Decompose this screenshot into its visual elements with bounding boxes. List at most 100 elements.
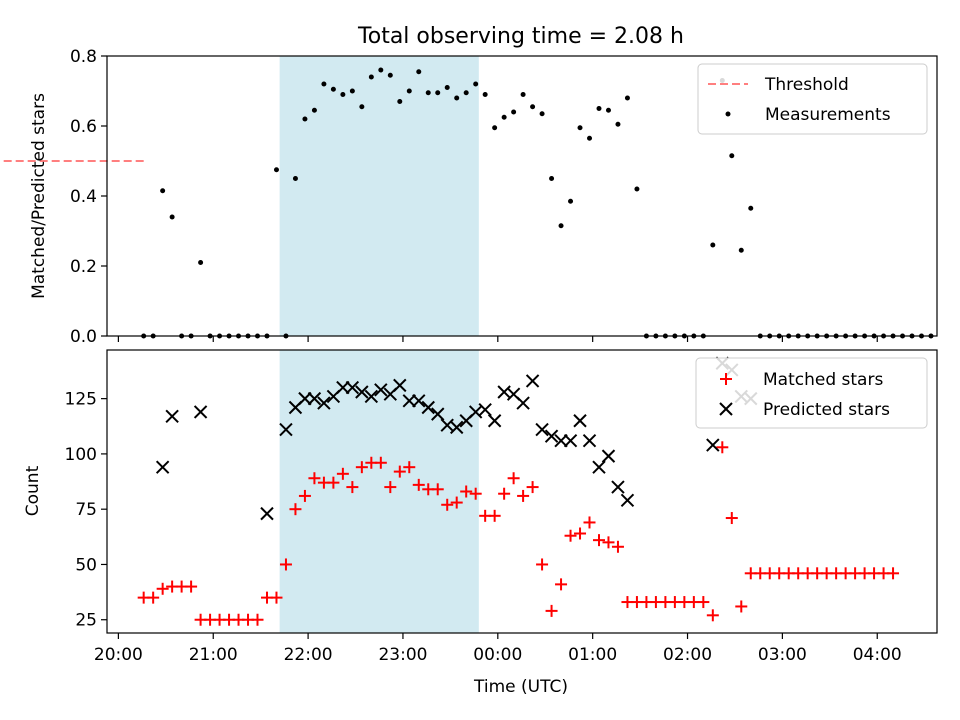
figure-title: Total observing time = 2.08 h <box>357 24 684 49</box>
measurement-point <box>748 205 754 211</box>
predicted-star-point <box>478 402 492 417</box>
measurement-point <box>463 90 469 96</box>
predicted-star-point <box>563 433 578 448</box>
top-panel: 0.00.20.40.60.8 Matched/Predicted stars … <box>0 47 938 347</box>
predicted-star-point <box>611 480 625 494</box>
measurement-point <box>160 188 166 194</box>
measurement-point <box>454 95 460 101</box>
measurement-point <box>368 74 374 80</box>
y-tick-label: 75 <box>75 500 97 520</box>
measurement-point <box>321 81 327 87</box>
matched-star-point <box>697 596 710 609</box>
predicted-star-point <box>155 460 170 474</box>
measurement-point <box>473 81 479 87</box>
predicted-star-point <box>355 385 369 399</box>
predicted-star-point <box>516 396 530 410</box>
y-tick-label: 0.0 <box>70 327 97 347</box>
matched-star-point <box>592 534 605 547</box>
matched-star-point <box>583 516 596 529</box>
top-x-ticks <box>117 336 878 342</box>
y-tick-label: 0.2 <box>70 257 97 277</box>
bottom-legend-box <box>695 357 928 429</box>
measurement-point <box>605 107 611 113</box>
predicted-star-point <box>620 493 635 508</box>
bottom-y-axis-label: Count <box>23 465 43 516</box>
measurement-point <box>425 90 431 96</box>
x-tick-label: 02:00 <box>663 645 712 665</box>
measurement-point <box>615 121 621 127</box>
matched-star-point <box>327 476 340 489</box>
matched-star-point <box>564 529 577 542</box>
predicted-star-point <box>525 374 540 388</box>
measurement-point <box>359 104 365 110</box>
measurement-point <box>330 86 336 92</box>
x-tick-label: 23:00 <box>378 645 427 665</box>
matched-star-point <box>251 613 264 626</box>
measurement-point <box>169 214 175 220</box>
measurement-point <box>416 69 422 75</box>
matched-star-point <box>374 456 387 469</box>
predicted-star-point <box>554 433 568 448</box>
x-tick-label: 20:00 <box>94 645 143 665</box>
matched-star-point <box>887 567 900 580</box>
predicted-star-point <box>165 409 179 424</box>
x-tick-label: 04:00 <box>853 645 902 665</box>
predicted-star-point <box>393 378 407 393</box>
matched-star-point <box>450 496 463 509</box>
measurement-point <box>511 109 517 115</box>
shaded-span-rect <box>279 56 479 336</box>
matched-star-point <box>346 481 359 494</box>
matched-star-point <box>706 609 719 622</box>
predicted-star-point <box>421 400 435 415</box>
measurement-point <box>198 260 204 265</box>
y-tick-label: 25 <box>75 611 97 631</box>
matched-star-point <box>716 441 729 454</box>
matched-star-point <box>308 472 321 485</box>
matched-star-point <box>611 540 624 553</box>
legend-matched-swatch <box>720 373 732 385</box>
predicted-star-point <box>298 391 312 406</box>
matched-star-point <box>545 604 558 617</box>
predicted-star-point <box>449 420 464 435</box>
measurement-point <box>492 125 498 131</box>
matched-star-point <box>336 467 349 480</box>
predicted-star-point <box>431 407 445 421</box>
x-tick-label: 21:00 <box>189 645 238 665</box>
legend-predicted-label: Predicted stars <box>763 400 890 420</box>
predicted-star-point <box>374 383 388 397</box>
bottom-panel: 25 50 75 100 125 20:00 21:00 22:00 23:00 00:00 01… <box>23 349 938 697</box>
matched-star-point <box>185 580 198 593</box>
bottom-x-axis-label: Time (UTC) <box>473 677 568 697</box>
predicted-star-point <box>487 414 502 428</box>
matched-star-point <box>526 481 539 494</box>
matched-star-point <box>289 503 302 516</box>
legend-measurements-swatch <box>725 111 731 117</box>
measurement-point <box>520 92 526 97</box>
predicted-star-point <box>279 422 293 437</box>
bottom-y-axis: 25 50 75 100 125 <box>65 390 107 631</box>
x-tick-label: 01:00 <box>568 645 617 665</box>
predicted-star-point <box>592 460 606 474</box>
matched-star-point <box>536 558 549 571</box>
x-tick-label: 00:00 <box>473 645 522 665</box>
matched-star-point <box>460 485 473 498</box>
measurement-point <box>558 223 564 229</box>
x-tick-label: 22:00 <box>284 645 333 665</box>
measurement-point <box>587 135 593 141</box>
measurement-point <box>482 92 488 97</box>
measurement-point <box>624 95 630 101</box>
predicted-star-point <box>317 396 331 410</box>
matched-star-point <box>431 483 444 496</box>
predicted-star-point <box>412 394 426 408</box>
matched-star-point <box>403 461 416 474</box>
measurement-point <box>349 88 355 94</box>
measurement-point <box>634 186 640 192</box>
bottom-legend: Matched stars Predicted stars <box>695 357 928 429</box>
legend-matched-label: Matched stars <box>763 370 883 390</box>
predicted-star-point <box>582 433 597 448</box>
matched-star-point <box>270 591 283 604</box>
bottom-panel-frame <box>106 349 938 634</box>
matched-star-point <box>507 472 520 485</box>
measurement-point <box>738 247 744 253</box>
